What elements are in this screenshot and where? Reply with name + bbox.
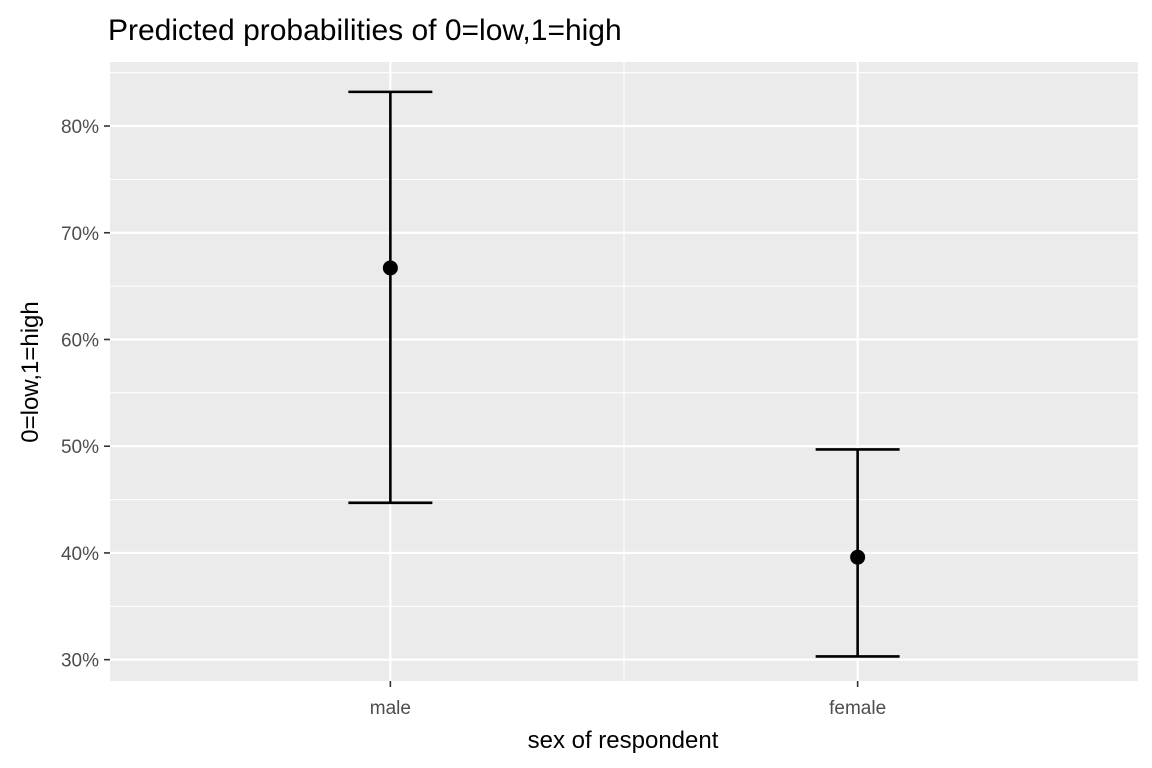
y-axis-title: 0=low,1=high [17, 301, 44, 442]
x-tick-label: male [370, 698, 411, 719]
chart-title: Predicted probabilities of 0=low,1=high [108, 14, 622, 47]
y-axis: 30% 40% 50% 60% 70% 80% [61, 117, 110, 672]
y-tick-label: 40% [61, 544, 99, 565]
y-tick-label: 30% [61, 651, 99, 672]
error-bars [348, 90, 900, 658]
x-axis-title: sex of respondent [528, 727, 719, 754]
y-tick-label: 80% [61, 117, 99, 138]
y-tick-label: 70% [61, 224, 99, 245]
minor-grid [110, 62, 1138, 681]
y-tick-label: 60% [61, 330, 99, 351]
point-male [382, 260, 398, 276]
point-female [850, 549, 866, 565]
x-axis: male female [370, 681, 886, 719]
x-tick-label: female [829, 698, 886, 719]
y-tick-label: 50% [61, 437, 99, 458]
